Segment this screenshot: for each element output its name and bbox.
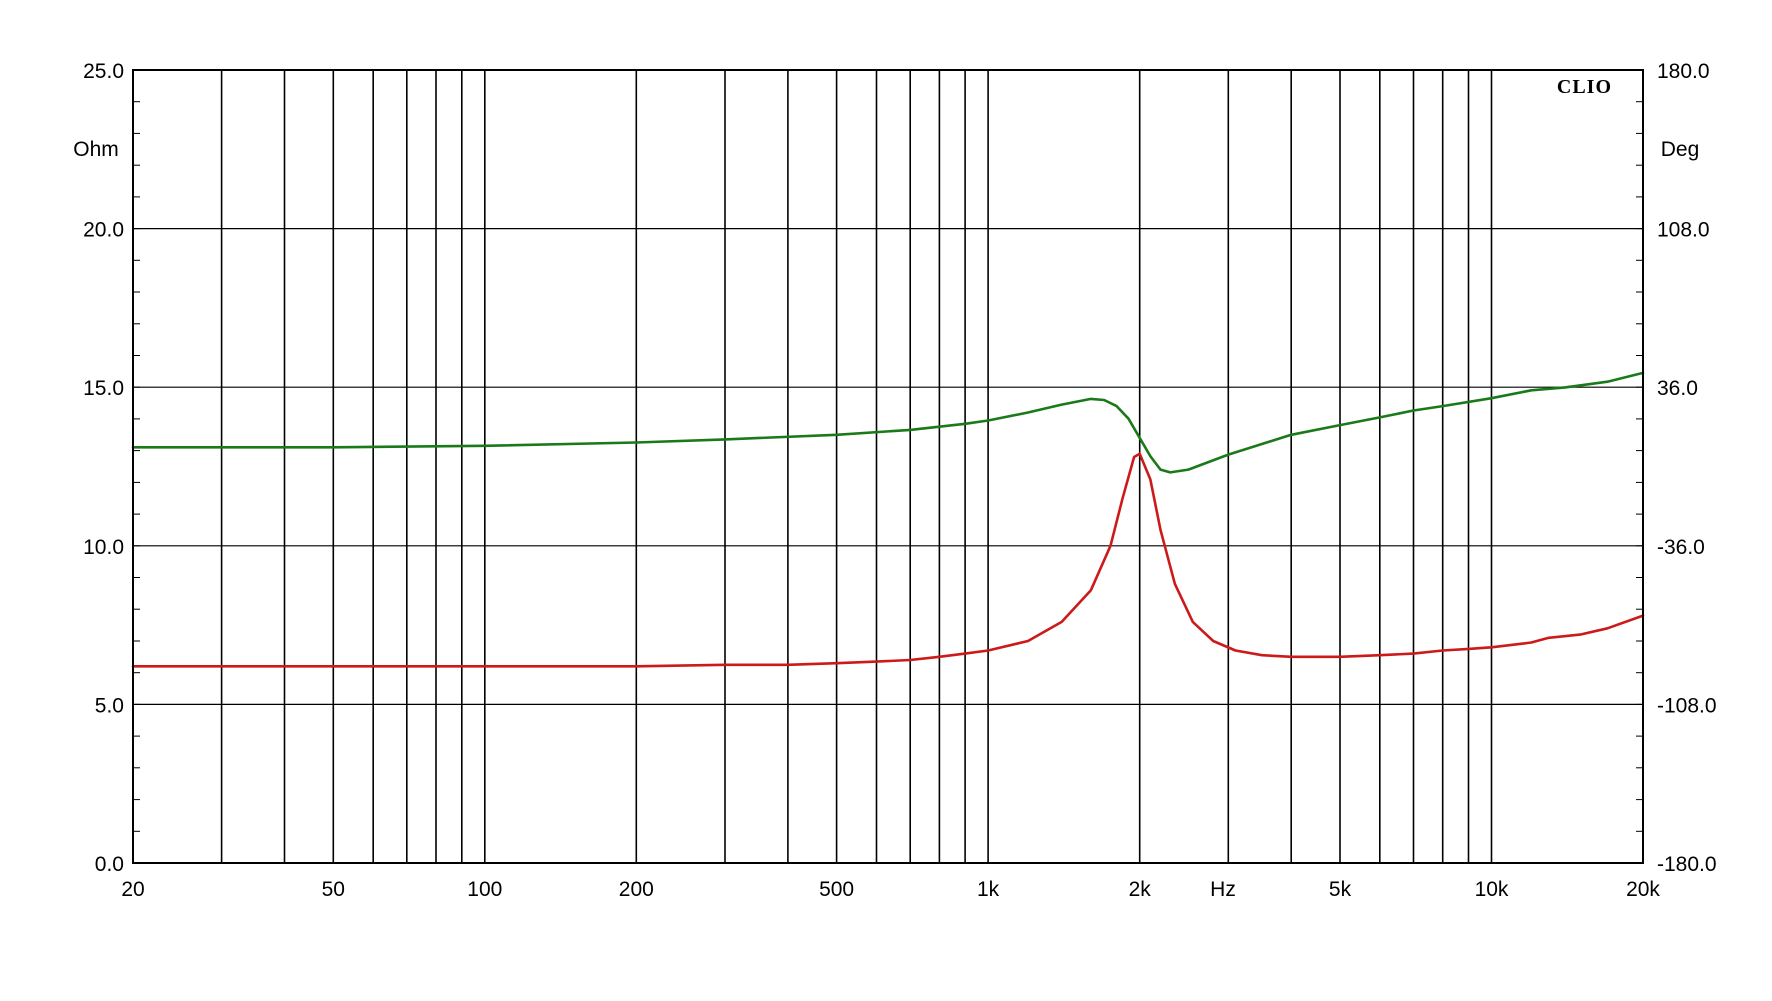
x-tick-label: 20: [121, 878, 144, 901]
phase-curve: [131, 371, 1645, 474]
y-right-unit-label: Deg: [1661, 138, 1700, 161]
x-tick-label: 20k: [1626, 878, 1660, 901]
y-right-tick-label: -108.0: [1657, 694, 1717, 717]
y-left-tick-label: 5.0: [95, 694, 124, 717]
y-right-tick-label: 180.0: [1657, 60, 1710, 83]
y-right-tick-label: -36.0: [1657, 536, 1705, 559]
y-left-tick-label: 25.0: [83, 60, 124, 83]
x-unit-label: Hz: [1210, 878, 1236, 901]
clio-watermark: CLIO: [1557, 76, 1612, 98]
x-tick-label: 2k: [1129, 878, 1152, 901]
x-tick-label: 10k: [1475, 878, 1509, 901]
y-right-tick-label: 108.0: [1657, 219, 1710, 242]
y-left-tick-label: 15.0: [83, 377, 124, 400]
y-right-tick-label: -180.0: [1657, 853, 1717, 876]
x-tick-label: 50: [322, 878, 345, 901]
x-tick-label: 100: [467, 878, 502, 901]
y-left-tick-label: 10.0: [83, 536, 124, 559]
y-right-tick-label: 36.0: [1657, 377, 1698, 400]
x-tick-label: 500: [819, 878, 854, 901]
y-left-tick-label: 0.0: [95, 853, 124, 876]
plot-lines: [131, 371, 1645, 668]
x-tick-label: 1k: [977, 878, 1000, 901]
grid: [133, 69, 1643, 864]
y-left-unit-label: Ohm: [73, 138, 119, 161]
plot-frame: [132, 69, 1644, 864]
y-left-tick-label: 20.0: [83, 219, 124, 242]
x-tick-label: 200: [619, 878, 654, 901]
impedance-curve: [131, 452, 1645, 668]
axis-labels: 20 50 100 200 500 1k 2k 5k 10k 20k 0.0 5.0 10.0 15.0 2…: [83, 60, 1716, 901]
x-tick-label: 5k: [1329, 878, 1352, 901]
